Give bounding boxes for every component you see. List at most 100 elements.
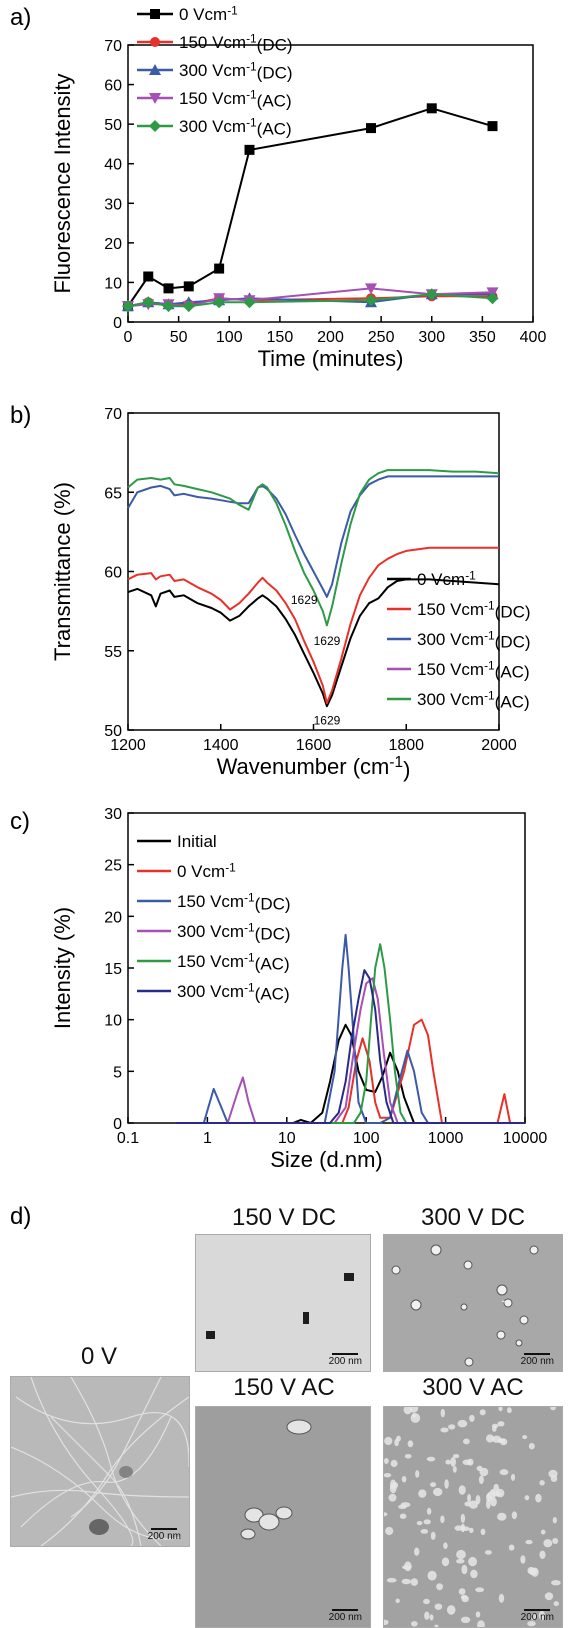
x-tick-label: 400 [520, 329, 547, 346]
particle-dot [394, 1438, 399, 1447]
particle-dot [454, 1525, 463, 1531]
particle-dot [429, 1614, 434, 1621]
particle-dot [543, 1539, 553, 1548]
particle-dot [456, 1558, 465, 1564]
particle-dot [539, 1550, 546, 1559]
series-line [127, 469, 500, 627]
particle-dot [479, 1409, 486, 1416]
x-tick-label: 2000 [481, 737, 517, 754]
particle-dot [388, 1493, 397, 1502]
particle-dot [398, 1504, 407, 1509]
particle-dot [475, 1611, 481, 1618]
particle-dot [399, 1513, 407, 1519]
particle-dot [511, 1511, 518, 1520]
legend-label: 300 Vcm-1​(DC) [179, 60, 293, 83]
legend-label: 150 Vcm-1​(AC) [417, 659, 530, 682]
aggregates-texture [391, 1244, 539, 1367]
particle-dot [458, 1485, 466, 1495]
particle-dot [522, 1435, 528, 1440]
fluorescence-chart: 0 50 100 150 200 250 300 350 400 0 10 20 30 40 50 60 70 T… [50, 4, 547, 371]
series [127, 469, 500, 627]
particle-dot [497, 1512, 507, 1521]
particle-dot [467, 1493, 472, 1503]
scale-bar: 200 nm [521, 1609, 554, 1623]
particle-dot [440, 1408, 445, 1418]
particle-dot [469, 1414, 475, 1422]
panel-label-d: d) [10, 1203, 32, 1230]
particle-dot [452, 1454, 460, 1459]
legend-marker [149, 93, 161, 104]
y-tick-label: 55 [104, 644, 122, 661]
y-tick-label: 20 [104, 236, 122, 253]
particle-dot [528, 1567, 537, 1576]
particle-dot [497, 1421, 505, 1427]
particle-dot [480, 1528, 486, 1535]
particle-dot [436, 1583, 443, 1591]
particle-dot [540, 1529, 546, 1535]
particle-dot [544, 1592, 554, 1601]
particle-dot [407, 1440, 414, 1448]
particle-dot [551, 1580, 561, 1586]
series [175, 943, 525, 1124]
tem-image-150v-dc: 200 nm [195, 1234, 371, 1372]
particle-dot [416, 1521, 423, 1526]
particle-dot [426, 1456, 436, 1462]
particle-dot [433, 1487, 443, 1497]
x-tick-label: 250 [368, 329, 395, 346]
x-axis-label: Wavenumber (cm-1​) [217, 754, 411, 782]
x-tick-label: 50 [170, 329, 188, 346]
legend-marker [150, 9, 160, 19]
dots-texture [384, 1407, 561, 1627]
particle-dot [452, 1466, 457, 1473]
y-tick-label: 10 [104, 1013, 122, 1030]
particle-dot [539, 1480, 545, 1486]
particle-dot [395, 1598, 400, 1603]
particle-dot [470, 1569, 478, 1579]
data-point [426, 103, 437, 114]
y-tick-label: 50 [104, 723, 122, 740]
particle-dot [486, 1434, 494, 1443]
particle-dot [430, 1531, 436, 1540]
legend-label: 0 Vcm-1​ [417, 569, 476, 589]
series-line [127, 578, 500, 708]
data-point [182, 300, 195, 313]
y-tick-label: 5 [113, 1064, 122, 1081]
data-point [122, 300, 134, 313]
legend-label: 150 Vcm-1​(AC) [179, 88, 292, 111]
series [127, 475, 499, 598]
particle-dot [384, 1619, 389, 1625]
scale-bar: 200 nm [329, 1609, 362, 1623]
scale-label: 200 nm [520, 1612, 554, 1623]
particle-dot [426, 1507, 432, 1515]
particle-dot [460, 1523, 465, 1533]
particle-dot [444, 1479, 449, 1489]
tem-title-150v-ac: 150 V AC [233, 1374, 335, 1401]
y-tick-label: 30 [104, 196, 122, 213]
particle-dot [493, 1483, 500, 1494]
particle-dot [423, 1598, 430, 1605]
particle-dot [457, 1419, 468, 1428]
y-tick-label: 25 [104, 858, 122, 875]
particle-dot [440, 1427, 449, 1433]
y-tick-label: 65 [104, 485, 122, 502]
particle-dot [441, 1557, 450, 1567]
legend: 0 Vcm-1​ 150 Vcm-1​(DC) 300 Vcm-1​(DC) 150 … [137, 4, 293, 139]
data-point [487, 121, 498, 132]
series-line [175, 977, 525, 1124]
y-axis-label: Intensity (%) [50, 907, 75, 1029]
particles-texture [206, 1273, 354, 1339]
legend-label: 150 Vcm-1​(DC) [177, 891, 291, 914]
ftir-chart: 1200 1400 1600 1800 2000 50 55 60 65 70 Wavenumber… [50, 406, 531, 782]
legend-label: 300 Vcm-1​(DC) [417, 629, 531, 652]
particle-dot [520, 1555, 526, 1564]
particle-dot [553, 1601, 559, 1607]
particle-dot [510, 1473, 516, 1481]
particle-dot [552, 1517, 557, 1524]
particle-dot [463, 1438, 470, 1445]
particle-dot [460, 1594, 468, 1600]
tem-title-150v-dc: 150 V DC [231, 1204, 337, 1231]
series-line [175, 943, 525, 1124]
x-axis-label: Time (minutes) [258, 346, 404, 371]
legend-label: 300 Vcm-1​(AC) [179, 116, 292, 139]
legend: Initial 0 Vcm-1​ 150 Vcm-1​(DC) 300 Vcm-1​(… [137, 832, 291, 1003]
